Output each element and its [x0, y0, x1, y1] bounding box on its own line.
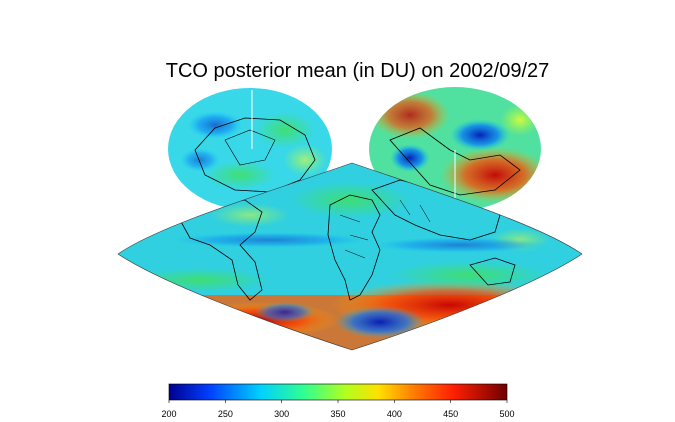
colorbar-gradient: [168, 383, 508, 401]
colorbar-ticks: 200 250 300 350 400 450 500: [161, 400, 515, 419]
south-polar-panel: [369, 87, 541, 211]
map-title: TCO posterior mean (in DU) on 2002/09/27: [165, 60, 550, 82]
global-map-panel: [117, 162, 583, 351]
colorbar-tick-label: 200: [161, 409, 176, 419]
colorbar-tick-label: 500: [499, 409, 514, 419]
colorbar-tick-label: 300: [274, 409, 289, 419]
colorbar-tick-label: 250: [218, 409, 233, 419]
colorbar-tick-label: 400: [387, 409, 402, 419]
colorbar: 200 250 300 350 400 450 500: [161, 383, 515, 419]
colorbar-tick-label: 450: [443, 409, 458, 419]
north-polar-panel: [168, 88, 332, 210]
colorbar-tick-label: 350: [330, 409, 345, 419]
